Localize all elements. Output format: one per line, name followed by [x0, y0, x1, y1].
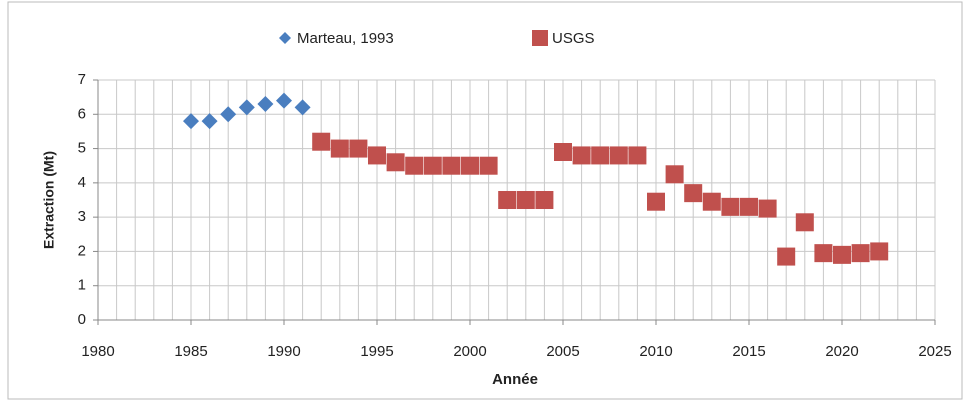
y-tick-label: 5 — [78, 140, 86, 157]
point — [461, 156, 479, 175]
point — [554, 143, 572, 161]
point — [740, 197, 758, 216]
legend-label: USGS — [552, 30, 595, 47]
x-tick-label: 1985 — [174, 343, 207, 360]
point — [312, 132, 331, 151]
point — [257, 96, 274, 112]
point — [294, 99, 311, 116]
x-axis-label: Année — [492, 371, 538, 388]
point — [405, 156, 424, 175]
point — [498, 191, 517, 209]
x-tick-label: 2025 — [918, 343, 951, 360]
point — [758, 199, 777, 218]
point — [591, 146, 610, 165]
point — [665, 165, 684, 184]
point — [423, 156, 442, 175]
x-tick-label: 1980 — [81, 343, 114, 360]
point — [201, 113, 218, 130]
y-tick-label: 6 — [78, 105, 86, 122]
y-tick-label: 4 — [78, 174, 86, 191]
x-tick-label: 2010 — [639, 343, 672, 360]
point — [220, 106, 237, 123]
x-tick-label: 2020 — [825, 343, 858, 360]
legend-label: Marteau, 1993 — [297, 30, 394, 47]
x-tick-label: 1990 — [267, 343, 300, 360]
x-tick-label: 2015 — [732, 343, 765, 360]
point — [628, 146, 647, 165]
point — [572, 146, 591, 165]
point — [721, 197, 740, 216]
point — [795, 213, 814, 232]
y-tick-label: 2 — [78, 242, 86, 259]
point — [349, 139, 368, 158]
chart-frame — [7, 1, 963, 400]
point — [870, 242, 889, 261]
point — [368, 146, 386, 165]
point — [276, 92, 292, 109]
y-tick-label: 3 — [78, 208, 86, 225]
x-tick-label: 2000 — [453, 343, 486, 360]
point — [442, 156, 461, 175]
point — [684, 184, 703, 203]
point — [777, 247, 796, 266]
legend-marker — [279, 32, 291, 44]
x-tick-label: 2005 — [546, 343, 579, 360]
point — [814, 244, 833, 263]
point — [330, 139, 349, 158]
y-tick-label: 1 — [78, 277, 86, 294]
point — [609, 146, 628, 165]
point — [851, 244, 870, 263]
point — [386, 153, 405, 172]
point — [516, 191, 535, 209]
point — [479, 156, 498, 175]
y-tick-label: 0 — [78, 311, 86, 328]
point — [238, 99, 255, 116]
x-tick-label: 1995 — [360, 343, 393, 360]
point — [833, 245, 851, 264]
point — [183, 113, 199, 130]
point — [535, 191, 554, 209]
y-tick-label: 7 — [78, 71, 86, 88]
point — [647, 192, 665, 211]
point — [702, 192, 721, 211]
y-axis-label: Extraction (Mt) — [41, 151, 57, 249]
legend-marker — [532, 30, 548, 46]
